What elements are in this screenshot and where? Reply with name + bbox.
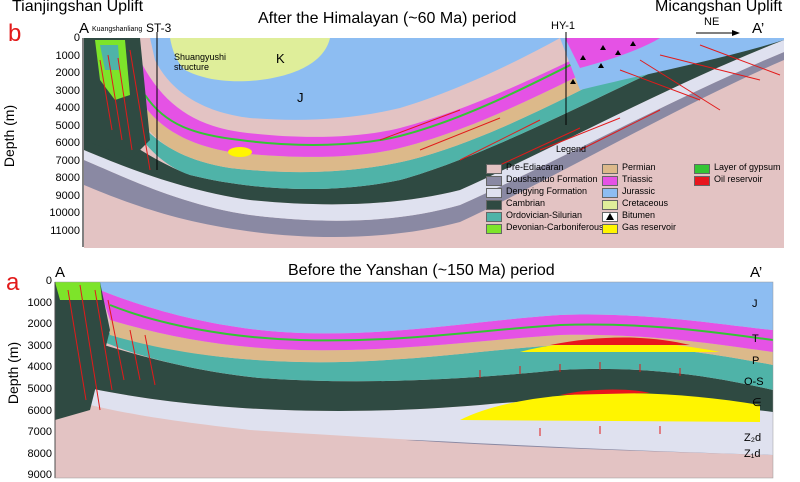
panel-a-unit-label: J xyxy=(752,298,758,310)
panel-b-ytick: 7000 xyxy=(55,154,80,167)
legend-swatch xyxy=(694,176,710,186)
legend-swatch xyxy=(602,164,618,174)
legend-swatch xyxy=(602,176,618,186)
legend-swatch xyxy=(486,212,502,222)
panel-a-unit-label: O-S xyxy=(744,376,764,388)
legend-label: Cretaceous xyxy=(622,198,669,208)
panel-a-ytick: 5000 xyxy=(27,383,52,395)
legend-label: Pre-Ediacaran xyxy=(506,162,564,172)
panel-b-ytick: 1000 xyxy=(55,49,80,62)
panel-b-end-right: A’ xyxy=(752,20,765,37)
panel-a-ytick: 1000 xyxy=(27,296,52,309)
panel-b-ytick: 8000 xyxy=(55,172,80,184)
legend-label: Oil reservoir xyxy=(714,174,763,184)
gypsum-layer-b xyxy=(144,44,611,146)
legend-title: Legend xyxy=(556,144,587,154)
panel-b-ytick: 0 xyxy=(73,32,80,44)
legend-label: Dengying Formation xyxy=(506,186,588,196)
panel-b-end-left: A xyxy=(79,20,90,37)
legend-label: Permian xyxy=(622,162,656,172)
panel-b-ytick: 10000 xyxy=(49,207,80,219)
panel-a-ytick: 7000 xyxy=(27,426,52,439)
legend-box: Legend Pre-Ediacaran Doushantuo Formation… xyxy=(482,140,782,250)
panel-a-end-right: A’ xyxy=(750,264,763,281)
legend-label: Layer of gypsum xyxy=(714,162,781,172)
legend-label: Jurassic xyxy=(622,186,656,196)
well-st3-label: ST-3 xyxy=(146,21,172,35)
panel-a-end-left: A xyxy=(55,264,66,281)
legend-swatch xyxy=(602,200,618,210)
panel-b-ytick: 5000 xyxy=(55,119,80,132)
panel-a-unit-label: Z₁d xyxy=(744,448,761,460)
panel-a-ytick: 6000 xyxy=(27,404,52,417)
legend-swatch xyxy=(602,224,618,234)
faults-b xyxy=(99,44,781,171)
legend-label: Cambrian xyxy=(506,198,546,208)
panel-a-ytick: 9000 xyxy=(27,469,52,482)
panel-a-ytick: 2000 xyxy=(27,318,52,331)
panel-b-ytick: 11000 xyxy=(50,224,80,237)
panel-a-unit-label: P xyxy=(752,355,760,367)
panel-b-title: After the Himalayan (~60 Ma) period xyxy=(258,10,517,27)
legend-swatch xyxy=(486,200,502,210)
panel-a-letter: a xyxy=(6,269,20,296)
legend-swatch xyxy=(694,164,710,174)
kuangshanliang-label: Kuangshanliang xyxy=(92,26,143,33)
legend-label: Doushantuo Formation xyxy=(506,174,598,184)
well-hy1-label: HY-1 xyxy=(551,20,576,32)
panel-b-ytick: 4000 xyxy=(55,102,80,114)
migration-arrows xyxy=(479,362,681,436)
legend-swatch xyxy=(486,224,502,234)
panel-b-ytick: 3000 xyxy=(55,84,80,97)
panel-a-unit-label: Z₂d xyxy=(744,432,762,444)
panel-b-ytick: 6000 xyxy=(55,137,80,149)
panel-a-ytick: 0 xyxy=(45,275,52,287)
legend-label: Gas reservoir xyxy=(622,222,677,232)
legend-label: Bitumen xyxy=(622,210,656,220)
panel-b-letter: b xyxy=(8,20,22,47)
panel-a-ytick: 8000 xyxy=(27,447,52,460)
unit-j-label: J xyxy=(297,90,304,105)
legend-swatch xyxy=(602,188,618,198)
legend-swatch xyxy=(486,188,502,198)
panel-a-ytick: 4000 xyxy=(27,361,52,374)
panel-a-title: Before the Yanshan (~150 Ma) period xyxy=(288,262,555,279)
legend-swatch xyxy=(486,164,502,174)
panel-a-ytick: 3000 xyxy=(27,339,52,352)
right-uplift-label: Micangshan Uplift xyxy=(655,0,783,15)
legend-swatch xyxy=(486,176,502,186)
legend-label: Devonian-Carboniferous xyxy=(506,222,604,232)
left-uplift-label: Tianjingshan Uplift xyxy=(12,0,144,15)
direction-label: NE xyxy=(704,16,720,28)
panel-a-unit-label: ∈ xyxy=(752,397,762,409)
panel-a-unit-label: T xyxy=(752,333,759,345)
structure-label: Shuangyushi structure xyxy=(174,52,227,72)
legend-swatch xyxy=(602,212,618,222)
panel-b-ytick: 9000 xyxy=(55,189,80,202)
unit-k-label: K xyxy=(276,51,285,66)
panel-b-ytick: 2000 xyxy=(55,67,80,79)
legend-label: Triassic xyxy=(622,174,653,184)
legend-label: Ordovician-Silurian xyxy=(506,210,583,220)
cretaceous-unit xyxy=(170,38,330,82)
